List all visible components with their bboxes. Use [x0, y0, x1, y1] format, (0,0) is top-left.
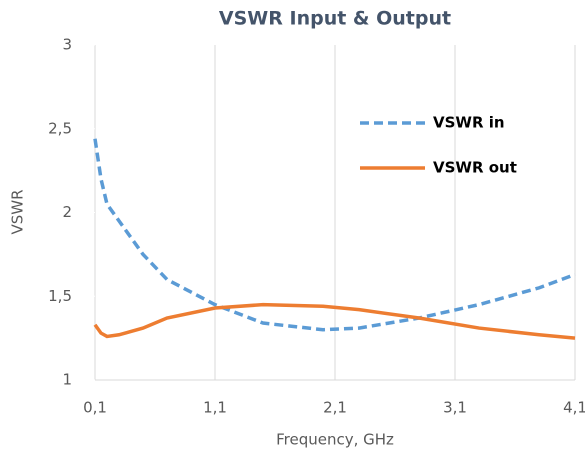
y-tick-label: 2	[62, 203, 72, 221]
x-tick-label: 2,1	[323, 399, 347, 417]
legend-label: VSWR out	[433, 159, 517, 177]
y-tick-label: 1,5	[48, 287, 72, 305]
series-line	[93, 138, 576, 332]
y-tick-label: 2,5	[48, 119, 72, 137]
x-tick-label: 1,1	[203, 399, 227, 417]
series-line	[93, 302, 576, 340]
y-tick-label: 1	[62, 371, 72, 389]
x-tick-label: 3,1	[443, 399, 467, 417]
x-tick-label: 4,1	[563, 399, 585, 417]
legend-label: VSWR in	[433, 114, 505, 132]
x-tick-label: 0,1	[83, 399, 107, 417]
x-axis-label: Frequency, GHz	[276, 431, 394, 449]
y-tick-label: 3	[62, 36, 72, 54]
chart-title: VSWR Input & Output	[219, 8, 451, 30]
y-axis-label: VSWR	[9, 189, 27, 234]
